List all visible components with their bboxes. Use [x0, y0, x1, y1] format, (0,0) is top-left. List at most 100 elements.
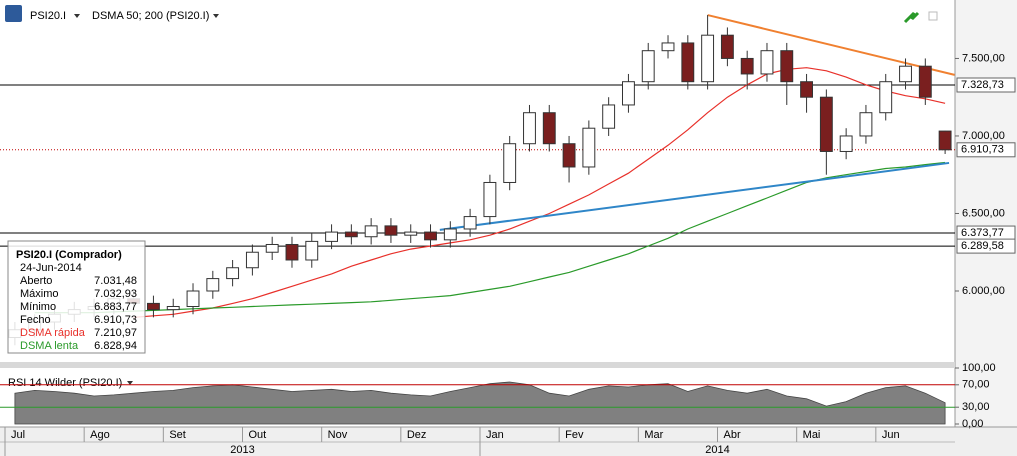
rsi-tick-label: 30,00 [962, 401, 990, 413]
candle-body [839, 135, 853, 152]
candle-body [701, 34, 715, 83]
y-tick-label: 7.000,00 [962, 130, 1005, 142]
candle-body [760, 50, 774, 75]
app-icon[interactable] [5, 5, 22, 22]
info-label: Fecho [20, 314, 51, 326]
candle-body [503, 143, 517, 183]
candle-body [661, 42, 675, 52]
candle-body [523, 112, 536, 145]
rsi-tick-label: 70,00 [962, 379, 990, 391]
info-label: DSMA rápida [20, 327, 86, 339]
candle-body [938, 130, 952, 151]
candle-body [582, 127, 596, 168]
month-label: Jan [486, 429, 504, 441]
y-tick-label: 7.500,00 [962, 52, 1005, 64]
rsi-tick-label: 0,00 [962, 418, 983, 430]
candle-body [384, 225, 398, 236]
year-label: 2013 [230, 444, 254, 456]
candle-body [147, 302, 160, 311]
month-label: Ago [90, 429, 110, 441]
info-value: 7.210,97 [94, 327, 137, 339]
month-label: Fev [565, 429, 584, 441]
candle-body [364, 225, 378, 238]
trendline [707, 14, 955, 76]
candle-body [720, 34, 734, 59]
trendline [439, 161, 950, 231]
year-label: 2014 [705, 444, 729, 456]
candle-body [681, 42, 695, 83]
y-tick-label: 6.500,00 [962, 207, 1005, 219]
candle-body [245, 251, 259, 269]
info-label: Máximo [20, 288, 59, 300]
level-label-box [956, 77, 1016, 93]
candle-body [879, 81, 893, 114]
month-label: Set [169, 429, 186, 441]
info-label: DSMA lenta [20, 340, 79, 352]
info-box: PSI20.I (Comprador) 24-Jun-2014 Aberto 7.… [7, 240, 146, 354]
month-label: Mar [644, 429, 663, 441]
info-label: Mínimo [20, 301, 56, 313]
candle-body [265, 243, 279, 253]
candle-body [918, 65, 932, 98]
info-date: 24-Jun-2014 [20, 262, 82, 274]
dropdown-arrow[interactable] [74, 14, 80, 18]
candle-body [819, 96, 833, 152]
info-value: 7.031,48 [94, 275, 137, 287]
candle-body [226, 267, 240, 280]
candle-body [542, 112, 556, 145]
level-label-box [956, 238, 1016, 254]
info-value: 7.032,93 [94, 288, 137, 300]
candle-body [622, 81, 635, 106]
candle-body [443, 228, 457, 241]
month-label: Mai [803, 429, 821, 441]
info-value: 6.910,73 [94, 314, 137, 326]
month-label: Abr [724, 429, 741, 441]
candle-body [602, 104, 616, 129]
info-box-frame [7, 240, 146, 354]
month-label: Nov [328, 429, 348, 441]
info-title: PSI20.I (Comprador) [16, 249, 122, 261]
candle-body [800, 81, 813, 98]
month-label: Out [249, 429, 267, 441]
level-label-box [956, 142, 1016, 158]
candle-body [166, 305, 180, 311]
level-label: 7.328,73 [961, 79, 1004, 91]
candle-body [859, 112, 873, 137]
candle-body [899, 65, 912, 83]
candle-body [206, 278, 220, 292]
month-label: Dez [407, 429, 427, 441]
candle-body [780, 50, 794, 83]
candle-body [186, 290, 200, 307]
candle-body [483, 181, 497, 218]
y-tick-label: 6.000,00 [962, 285, 1005, 297]
candle-body [404, 231, 418, 236]
month-label: Jun [882, 429, 900, 441]
dropdown-arrow[interactable] [127, 381, 133, 385]
info-label: Aberto [20, 275, 52, 287]
info-value: 6.883,77 [94, 301, 137, 313]
window-icon[interactable] [928, 11, 938, 21]
panel-separator [0, 362, 955, 368]
dropdown-arrow[interactable] [213, 14, 219, 18]
candle-body [562, 143, 576, 168]
trend-icon[interactable] [903, 11, 920, 24]
candle-body [424, 231, 437, 241]
level-label: 6.373,77 [961, 227, 1004, 239]
instrument-title: PSI20.I [30, 10, 66, 22]
month-label: Jul [11, 429, 25, 441]
rsi-area [14, 381, 946, 425]
candle-body [740, 57, 754, 75]
candle-body [463, 216, 477, 230]
sma-line [34, 161, 946, 314]
rsi-title: RSI 14 Wilder (PSI20.I) [8, 377, 122, 389]
candle-body [344, 231, 358, 238]
candle-body [641, 50, 655, 83]
info-value: 6.828,94 [94, 340, 137, 352]
level-label: 6.910,73 [961, 144, 1004, 156]
level-label: 6.289,58 [961, 240, 1004, 252]
indicator-title: DSMA 50; 200 (PSI20.I) [92, 10, 209, 22]
candle-body [285, 243, 299, 261]
candle-body [325, 231, 338, 242]
